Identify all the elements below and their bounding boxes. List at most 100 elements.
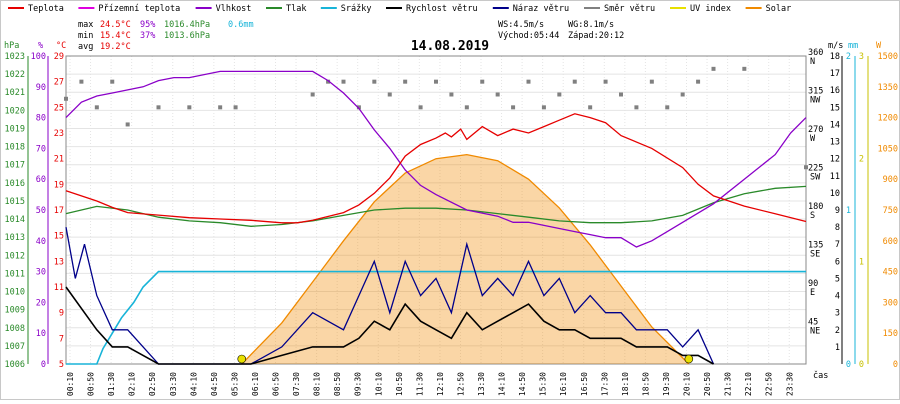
tick-pct-3: 30 [36,268,46,278]
tick-solar-2: 300 [883,298,898,308]
tick-ms-2: 3 [835,309,840,319]
tick-hpa-3: 1009 [5,306,25,316]
tick-hpa-15: 1021 [5,88,25,98]
tick-pct-7: 70 [36,144,46,154]
wind-speed-avg: WS:4.5m/s [498,20,544,30]
tick-uv-3: 3 [859,52,864,62]
stat-precip: 0.6mm [228,20,254,30]
tick-hpa-8: 1014 [5,215,25,225]
tick-temp-6: 17 [54,206,64,216]
tick-ms-8: 9 [835,206,840,216]
wind-info: WS:4.5m/s WG:8.1m/s Východ:05:44 Západ:2… [498,20,624,41]
tick-pct-0: 0 [41,360,46,370]
stats-panel: max 24.5°C 95% 1016.4hPa 0.6mm min 15.4°… [78,20,254,52]
series-wind-dir-point-25 [557,92,562,97]
series-wind-dir-point-18 [449,92,454,97]
sunset-time: Západ:20:12 [568,31,624,41]
tick-ms-5: 6 [835,257,840,267]
tick-uv-2: 2 [859,155,864,165]
legend-label-2: Vlhkost [216,4,252,14]
x-tick-29: 19:30 [662,372,671,396]
unit-degc: °C [56,41,66,51]
legend-label-3: Tlak [286,4,306,14]
x-tick-5: 03:30 [169,372,178,396]
tick-hpa-11: 1017 [5,161,25,171]
series-sr-ky-line [66,270,806,365]
stat-min-hum: 37% [140,31,155,41]
legend-label-5: Rychlost větru [406,4,478,14]
series-n-raz-v-tru-line [65,226,715,365]
tick-ms-1: 2 [835,326,840,336]
series-layer [64,66,808,365]
series-vlhkost-line [65,70,807,248]
x-tick-14: 09:30 [354,372,363,396]
tick-dir-name-5: W [810,134,816,144]
tick-temp-0: 5 [59,360,64,370]
tick-uv-1: 1 [859,257,864,267]
legend-label-4: Srážky [341,4,372,14]
stat-avg-temp: 19.2°C [100,42,131,52]
tick-hpa-5: 1011 [5,269,25,279]
series-wind-dir-point-21 [495,92,500,97]
tick-solar-1: 150 [883,329,898,339]
x-tick-32: 21:30 [724,372,733,396]
tick-hpa-4: 1010 [5,288,25,298]
legend-label-8: UV index [690,4,731,14]
x-tick-22: 14:50 [518,372,527,396]
stat-avg-label: avg [78,42,93,52]
series-wind-dir-point-2 [94,105,99,110]
tick-dir-name-1: E [810,288,815,298]
series-wind-dir-point-19 [464,105,469,110]
tick-temp-1: 7 [59,334,64,344]
tick-ms-0: 1 [835,343,840,353]
series-wind-dir-point-20 [480,79,485,84]
x-tick-16: 10:50 [395,372,404,396]
tick-ms-3: 4 [835,292,840,302]
x-tick-13: 08:50 [333,372,342,396]
tick-dir-name-6: NW [810,96,821,106]
x-tick-12: 08:10 [313,372,322,396]
sunrise-time: Východ:05:44 [498,31,559,41]
x-tick-9: 06:10 [251,372,260,396]
stat-min-press: 1013.6hPa [164,31,210,41]
x-tick-2: 01:30 [107,372,116,396]
tick-hpa-7: 1013 [5,233,25,243]
series-wind-dir-point-7 [218,105,223,110]
series-wind-dir-point-0 [64,96,68,101]
x-tick-21: 14:10 [498,372,507,396]
tick-dir-name-3: S [810,211,815,221]
series-wind-dir-point-36 [742,66,747,71]
tick-pct-6: 60 [36,175,46,185]
tick-dir-deg-3: 180 [808,202,823,212]
grid [65,55,807,365]
x-tick-0: 00:10 [66,372,75,396]
series-wind-dir-point-34 [696,79,701,84]
tick-pct-10: 100 [31,52,46,62]
tick-hpa-13: 1019 [5,124,25,134]
tick-ms-6: 7 [835,240,840,250]
tick-temp-2: 9 [59,309,64,319]
tick-temp-7: 19 [54,180,64,190]
tick-ms-17: 18 [830,52,840,62]
series-tlak-line [65,185,807,227]
tick-ms-11: 12 [830,155,840,165]
tick-temp-10: 25 [54,103,64,113]
tick-ms-10: 11 [830,172,840,182]
tick-pct-9: 90 [36,83,46,93]
series-teplota-line [65,113,807,224]
tick-solar-9: 1350 [878,83,898,93]
tick-temp-8: 21 [54,155,64,165]
tick-pct-5: 50 [36,206,46,216]
tick-dir-name-4: SW [810,173,821,183]
x-tick-26: 17:30 [600,372,609,396]
x-tick-3: 02:10 [128,372,137,396]
x-tick-28: 18:50 [641,372,650,396]
tick-pct-4: 40 [36,237,46,247]
series-wind-dir-point-27 [588,105,593,110]
tick-hpa-16: 1022 [5,70,25,80]
series-wind-dir-point-29 [619,92,623,97]
tick-temp-3: 11 [54,283,64,293]
tick-ms-7: 8 [835,223,840,233]
